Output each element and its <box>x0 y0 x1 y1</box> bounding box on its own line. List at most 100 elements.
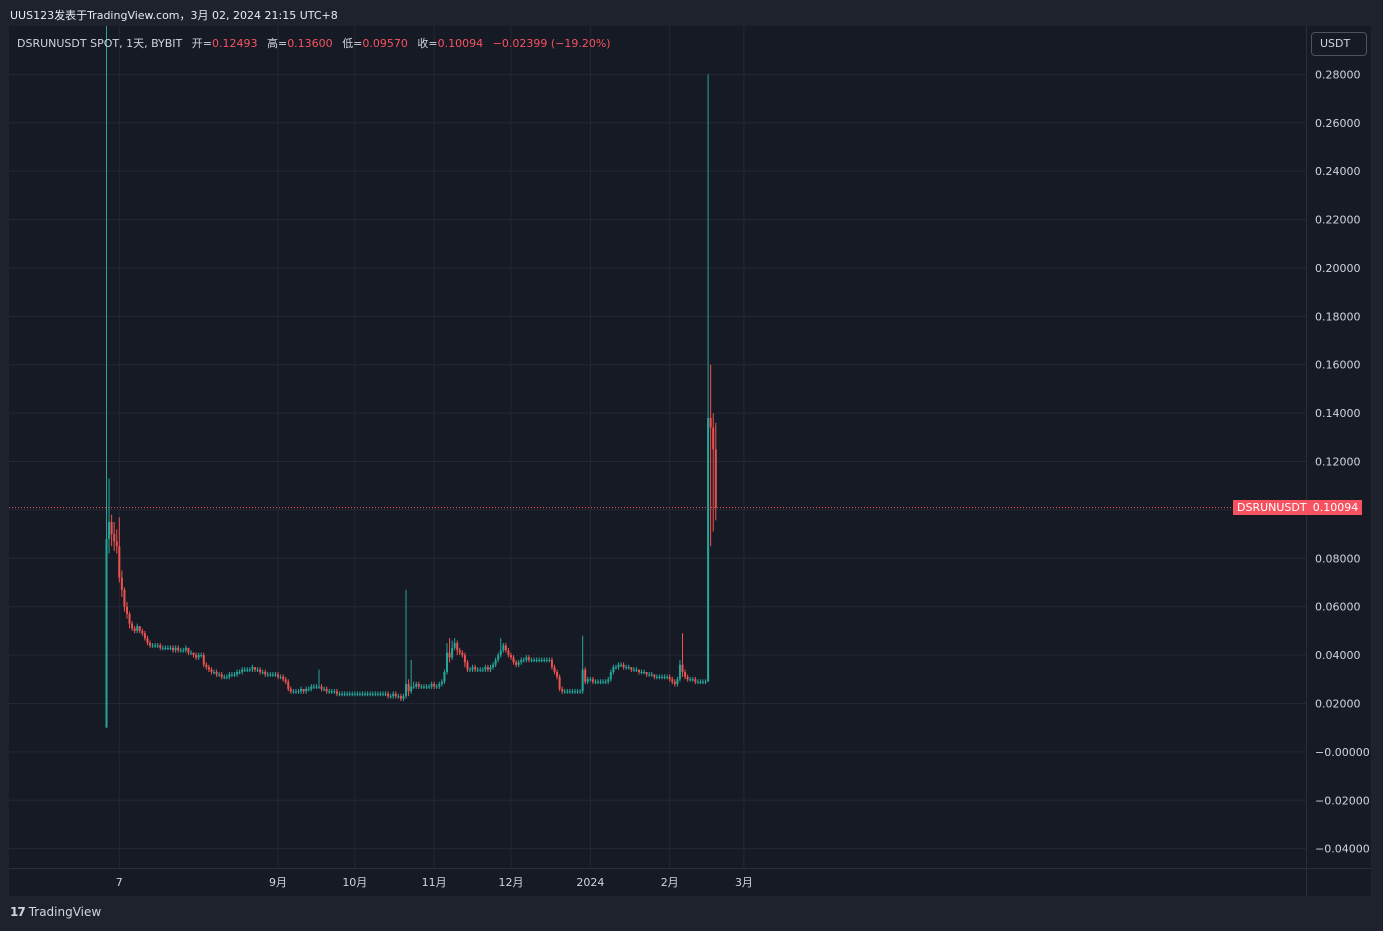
candle-body <box>256 669 259 671</box>
candle-body <box>435 686 438 688</box>
candle-body <box>197 655 200 658</box>
candle-body <box>589 679 592 681</box>
legend-close-value: 0.10094 <box>437 37 484 50</box>
candle-body <box>522 659 525 661</box>
y-tick-label: 0.08000 <box>1315 552 1361 565</box>
candle-body <box>658 676 661 678</box>
candle-body <box>433 684 436 687</box>
candle-body <box>392 693 395 697</box>
candle-body <box>456 642 459 651</box>
y-tick-label: 0.12000 <box>1315 456 1361 469</box>
candle-body <box>573 691 576 693</box>
candle-body <box>694 679 697 682</box>
legend-symbol[interactable]: DSRUNUSDT SPOT, 1天, BYBIT <box>17 37 183 50</box>
candle-body <box>213 672 216 674</box>
candle-body <box>535 659 538 661</box>
candle-body <box>701 681 704 683</box>
candle-body <box>353 693 356 695</box>
candle-body <box>113 534 116 542</box>
candlestick-chart[interactable]: 0.28000 0.26000 0.24000 0.22000 0.20000 0.180… <box>9 26 1371 896</box>
candle-body <box>556 672 559 677</box>
y-tick-label: 0.18000 <box>1315 310 1361 323</box>
candle-body <box>476 669 479 671</box>
candle-body <box>696 681 699 683</box>
candle-body <box>374 693 377 695</box>
candle-body <box>246 669 249 671</box>
candle-body <box>320 686 323 689</box>
candle-body <box>410 686 413 692</box>
candle-body <box>691 679 694 681</box>
candle-body <box>709 417 712 428</box>
candle-body <box>625 667 628 669</box>
candle-body <box>389 696 392 698</box>
candle-body <box>215 672 218 675</box>
candle-body <box>620 664 623 666</box>
candle-body <box>673 681 676 685</box>
x-tick-label: 11月 <box>422 876 447 889</box>
candle-body <box>241 669 244 673</box>
candle-body <box>704 681 707 683</box>
candle-body <box>248 669 251 671</box>
candle-body <box>179 650 182 652</box>
candle-body <box>643 672 646 674</box>
candle-body <box>515 662 518 665</box>
candle-body <box>681 664 684 673</box>
candle-body <box>125 606 128 614</box>
legend-change: −0.02399 (−19.20%) <box>492 37 611 50</box>
candle-body <box>307 688 310 690</box>
legend-open-value: 0.12493 <box>211 37 258 50</box>
legend-low-value: 0.09570 <box>362 37 408 50</box>
candle-body <box>238 672 241 674</box>
candle-body <box>394 693 397 697</box>
candle-body <box>172 647 175 651</box>
candle-body <box>584 669 587 682</box>
candle-body <box>471 667 474 670</box>
candle-body <box>486 667 489 670</box>
candle-body <box>661 676 664 678</box>
candle-body <box>381 693 384 695</box>
candle-body <box>609 672 612 680</box>
candle-body <box>637 669 640 673</box>
candle-body <box>323 688 326 690</box>
candle-body <box>225 676 228 678</box>
candle-body <box>517 662 520 665</box>
candle-body <box>207 667 210 670</box>
candle-body <box>579 691 582 693</box>
y-tick-label: −0.04000 <box>1315 843 1370 856</box>
candle-body <box>259 669 262 673</box>
candle-body <box>141 630 144 634</box>
candle-body <box>264 672 267 675</box>
candle-body <box>469 669 472 671</box>
y-tick-label: −0.02000 <box>1315 794 1370 807</box>
candle-body <box>236 672 239 675</box>
candle-body <box>586 679 589 682</box>
candle-body <box>533 659 536 661</box>
candle-body <box>405 684 408 697</box>
candle-body <box>335 691 338 694</box>
candle-body <box>443 672 446 682</box>
candle-body <box>253 667 256 670</box>
candle-body <box>110 522 113 535</box>
candle-body <box>550 659 553 668</box>
candle-body <box>453 642 456 648</box>
candle-body <box>438 684 441 687</box>
x-tick-label: 7 <box>116 876 123 889</box>
y-tick-label: −0.00000 <box>1315 746 1370 759</box>
legend-open-label: 开= <box>191 37 212 50</box>
candle-body <box>458 650 461 653</box>
candle-body <box>128 613 131 624</box>
candle-body <box>182 650 185 652</box>
candle-body <box>676 679 679 685</box>
plot-background <box>9 26 1371 896</box>
candle-body <box>463 655 466 663</box>
candle-body <box>243 669 246 671</box>
candle-body <box>653 674 656 677</box>
candle-body <box>648 674 651 676</box>
candle-body <box>525 657 528 660</box>
x-tick-label: 12月 <box>498 876 523 889</box>
currency-button[interactable]: USDT <box>1311 32 1367 56</box>
tradingview-brand[interactable]: 17 TradingView <box>10 905 101 919</box>
candle-body <box>492 664 495 668</box>
legend-low-label: 低= <box>342 37 363 50</box>
candle-body <box>149 642 152 646</box>
